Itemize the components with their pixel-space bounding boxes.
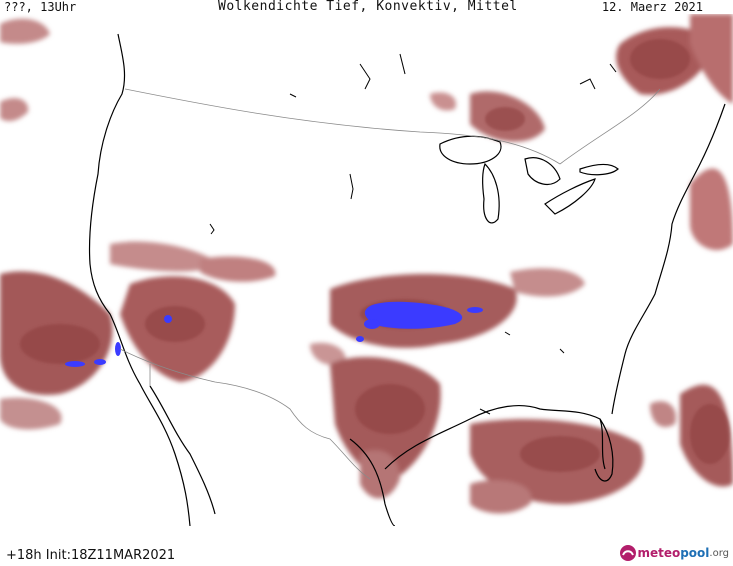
model-run-info: +18h Init:18Z11MAR2021 bbox=[6, 548, 176, 563]
borders bbox=[119, 88, 661, 480]
convective-cells bbox=[65, 301, 483, 367]
cloud-patch-plains3 bbox=[310, 342, 346, 366]
footer: +18h Init:18Z11MAR2021 meteo pool .org bbox=[0, 526, 733, 566]
meteopool-logo-icon bbox=[620, 545, 637, 561]
cloud-patch-plains2 bbox=[510, 268, 585, 297]
brand-part-meteo: meteo bbox=[637, 546, 681, 560]
brand-part-pool: pool bbox=[680, 546, 710, 560]
cloud-patch-ne2 bbox=[690, 14, 733, 104]
map-title: Wolkendichte Tief, Konvektiv, Mittel bbox=[218, 0, 518, 14]
cloud-patch-gulf2 bbox=[470, 480, 532, 514]
header: ???, 13Uhr Wolkendichte Tief, Konvektiv,… bbox=[0, 0, 733, 18]
cloud-patch-nw2 bbox=[0, 98, 29, 122]
cloud-patch-rockies2 bbox=[200, 256, 276, 282]
small-lakes bbox=[209, 53, 617, 415]
cloud-patch-pacific2 bbox=[0, 397, 62, 430]
cloud-patch-east bbox=[690, 168, 733, 251]
cloud-density-map bbox=[0, 14, 733, 526]
coastlines bbox=[88, 33, 726, 526]
forecast-time-label: ???, 13Uhr bbox=[4, 0, 77, 14]
cloud-patch-rockies bbox=[110, 241, 220, 272]
brand-part-org: .org bbox=[709, 547, 729, 559]
meteopool-brand-link[interactable]: meteo pool .org bbox=[619, 544, 729, 562]
cloud-patch-nw bbox=[0, 18, 50, 44]
map-canvas bbox=[0, 14, 733, 526]
cloud-patch-lakes2 bbox=[430, 92, 456, 111]
forecast-date: 12. Maerz 2021 bbox=[601, 0, 703, 14]
cloud-fields bbox=[0, 14, 733, 514]
cloud-patch-atlantic2 bbox=[650, 401, 676, 428]
cloud-patch-texas2 bbox=[360, 450, 400, 499]
